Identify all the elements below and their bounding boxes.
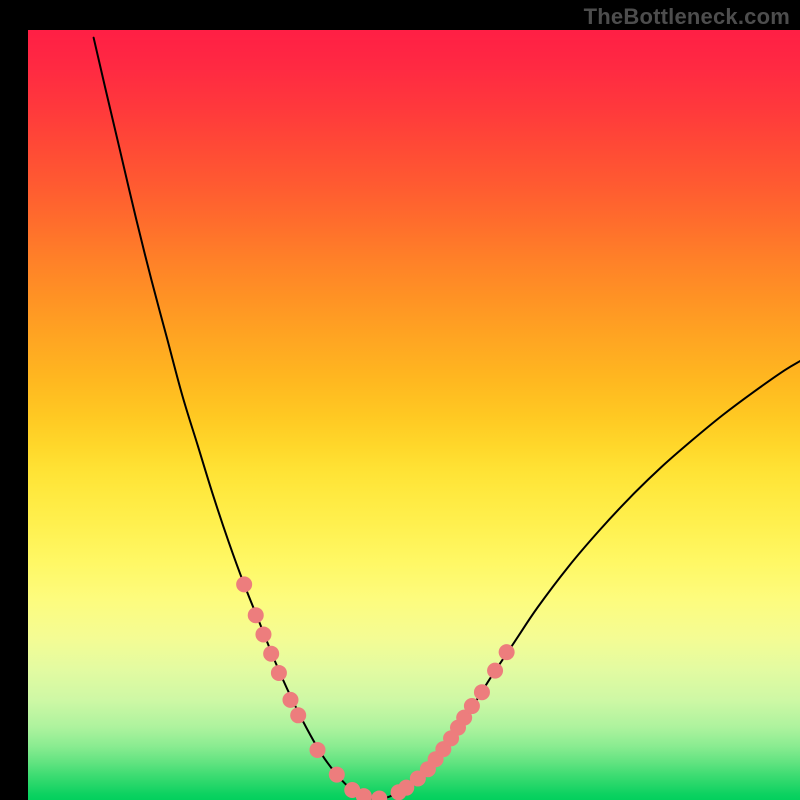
data-marker — [236, 576, 252, 592]
chart-container: TheBottleneck.com — [0, 0, 800, 800]
data-marker — [464, 698, 480, 714]
plot-area — [28, 30, 800, 800]
data-marker — [271, 665, 287, 681]
data-marker — [310, 742, 326, 758]
data-marker — [290, 707, 306, 723]
data-marker — [499, 644, 515, 660]
data-marker — [487, 663, 503, 679]
data-marker — [248, 607, 264, 623]
chart-svg — [28, 30, 800, 800]
data-marker — [329, 767, 345, 783]
data-marker — [474, 684, 490, 700]
data-marker — [263, 646, 279, 662]
watermark-text: TheBottleneck.com — [584, 4, 790, 30]
data-marker — [282, 692, 298, 708]
data-marker — [255, 626, 271, 642]
gradient-background — [28, 30, 800, 800]
